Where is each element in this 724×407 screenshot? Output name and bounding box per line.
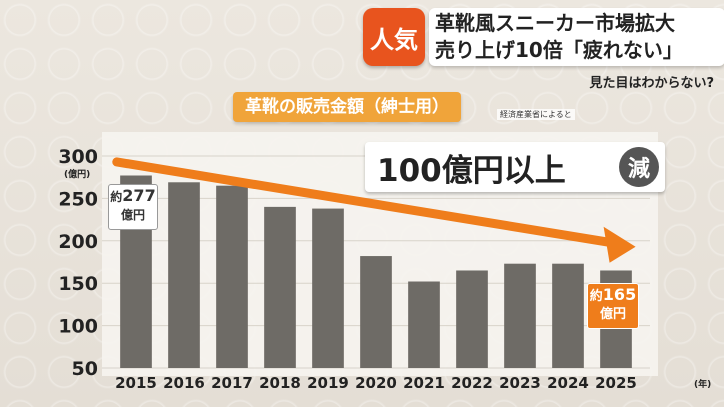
callout-start-unit: 億円 <box>120 208 145 222</box>
caption-line-1: 革靴風スニーカー市場拡大 <box>435 11 675 35</box>
caption-text-box: 革靴風スニーカー市場拡大 売り上げ10倍「疲れない」 <box>429 8 724 66</box>
bar <box>456 270 488 368</box>
popular-badge: 人気 <box>363 8 425 66</box>
callout-end-unit: 億円 <box>599 307 626 322</box>
caption-line-2: 売り上げ10倍「疲れない」 <box>435 38 683 62</box>
y-unit-label: (億円) <box>64 168 90 180</box>
y-tick-label: 200 <box>58 231 98 253</box>
x-tick-label: 2024 <box>547 374 589 392</box>
x-tick-label: 2023 <box>499 374 541 392</box>
bar <box>216 185 248 368</box>
bar <box>408 281 440 368</box>
x-tick-label: 2021 <box>403 374 445 392</box>
headline-box: 100億円以上 減 <box>365 142 665 192</box>
callout-start-prefix: 約 <box>110 190 123 204</box>
x-tick-label: 2020 <box>355 374 397 392</box>
x-tick-label: 2019 <box>307 374 349 392</box>
x-tick-label: 2015 <box>115 374 157 392</box>
y-tick-label: 50 <box>72 358 98 380</box>
y-tick-label: 100 <box>58 316 98 338</box>
bar <box>168 182 200 368</box>
x-tick-label: 2017 <box>211 374 253 392</box>
caption-banner: 人気 革靴風スニーカー市場拡大 売り上げ10倍「疲れない」 <box>363 4 724 70</box>
headline-text: 100億円以上 <box>377 152 566 189</box>
x-tick-label: 2018 <box>259 374 301 392</box>
x-tick-label: 2022 <box>451 374 493 392</box>
x-tick-label: 2025 <box>595 374 637 392</box>
trend-arrow-head <box>603 226 636 263</box>
callout-start-value: 277 <box>122 186 156 205</box>
callout-2015: 約277 億円 <box>108 184 158 230</box>
bar <box>504 263 536 368</box>
bar <box>312 208 344 368</box>
chart-title: 革靴の販売金額（紳士用） <box>233 92 461 122</box>
subcaption: 見た目はわからない? <box>589 76 714 91</box>
callout-end-value: 165 <box>602 285 637 304</box>
x-tick-label: 2016 <box>163 374 205 392</box>
y-tick-label: 250 <box>58 188 98 210</box>
y-tick-label: 150 <box>58 273 98 295</box>
callout-2025: 約165 億円 <box>587 283 639 329</box>
bar <box>552 263 584 368</box>
y-tick-label: 300 <box>58 146 98 168</box>
callout-end-prefix: 約 <box>589 289 603 304</box>
bar <box>360 256 392 368</box>
x-unit-label: (年) <box>694 378 711 390</box>
source-note: 経済産業省によると <box>497 109 575 120</box>
bar <box>264 206 296 368</box>
trend-arrow-shaft <box>112 157 617 248</box>
decrease-badge: 減 <box>619 147 659 187</box>
